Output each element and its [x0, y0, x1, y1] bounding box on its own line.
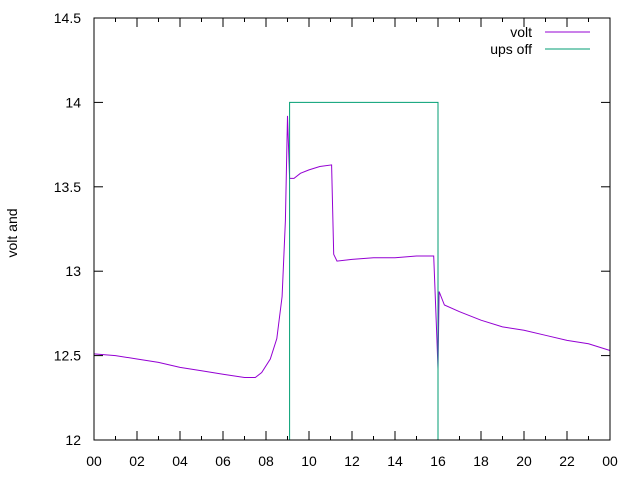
x-tick-label: 00 [86, 453, 102, 469]
series-line-volt [93, 115, 611, 378]
x-tick-label: 00 [602, 453, 618, 469]
series-layer [93, 101, 611, 440]
x-tick-label: 04 [172, 453, 188, 469]
tick-layer: 00 02 04 06 08 10 12 14 16 18 20 22 00 12 12.5 13 13.5 14… [54, 10, 618, 469]
x-tick-label: 20 [516, 453, 532, 469]
x-tick-label: 06 [215, 453, 231, 469]
x-tick-label: 12 [344, 453, 360, 469]
legend-label: volt [510, 24, 532, 40]
x-tick-label: 22 [559, 453, 575, 469]
y-tick-label: 14.5 [54, 10, 81, 26]
y-tick-label: 14 [65, 94, 81, 110]
y-axis-title: volt and [4, 208, 20, 257]
y-tick-label: 13.5 [54, 179, 81, 195]
y-tick-label: 12.5 [54, 348, 81, 364]
x-tick-label: 10 [301, 453, 317, 469]
legend-label: ups off [490, 41, 532, 57]
x-tick-label: 16 [430, 453, 446, 469]
y-tick-label: 12 [65, 432, 81, 448]
x-tick-label: 02 [129, 453, 145, 469]
plot-frame [93, 17, 611, 441]
x-tick-label: 18 [473, 453, 489, 469]
x-tick-label: 08 [258, 453, 274, 469]
series-line-ups-off [289, 101, 439, 440]
y-tick-label: 13 [65, 263, 81, 279]
x-tick-label: 14 [387, 453, 403, 469]
